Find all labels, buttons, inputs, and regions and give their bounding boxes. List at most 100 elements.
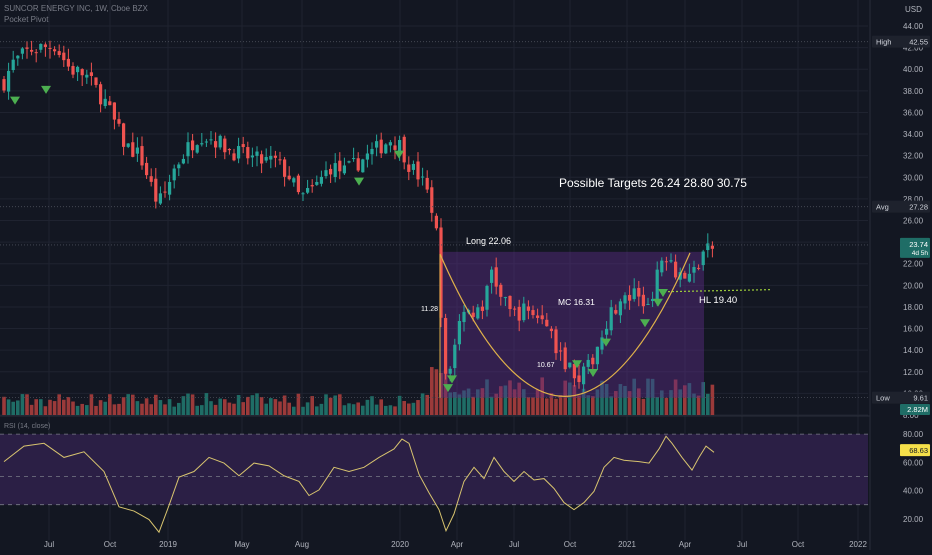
volume-bar	[338, 394, 342, 415]
price-tick: 32.00	[903, 152, 924, 161]
volume-tag-bg	[900, 404, 930, 415]
price-tick: 8.00	[903, 411, 919, 420]
candle-body	[117, 119, 121, 124]
candle-body	[370, 148, 374, 155]
volume-bar	[227, 402, 232, 415]
volume-bar	[52, 401, 57, 415]
volume-bar	[25, 394, 29, 415]
candle-body	[425, 177, 429, 190]
volume-bar	[641, 398, 646, 415]
volume-bar	[683, 385, 687, 415]
pocket-pivot-marker	[588, 368, 598, 377]
volume-bar	[393, 406, 397, 415]
volume-bar	[218, 398, 222, 415]
volume-bar	[246, 396, 250, 415]
candle-body	[62, 52, 66, 61]
volume-bar	[443, 369, 448, 415]
volume-bar	[687, 383, 692, 415]
long-label: Long 22.06	[466, 236, 511, 246]
price-tick: 18.00	[903, 303, 924, 312]
candle-body	[310, 185, 314, 187]
candle-body	[287, 175, 291, 180]
candle-body	[554, 329, 558, 354]
volume-bar	[62, 399, 66, 415]
rsi-tick: 40.00	[903, 487, 924, 496]
candle-body	[292, 178, 296, 183]
candle-body	[393, 145, 397, 150]
candle-body	[471, 312, 475, 317]
time-tick: Oct	[792, 540, 805, 549]
volume-bar	[11, 401, 15, 415]
price-tick: 30.00	[903, 173, 924, 182]
volume-bar	[701, 382, 705, 415]
candle-body	[25, 47, 29, 49]
time-tick: 2019	[159, 540, 177, 549]
volume-bar	[80, 403, 84, 415]
volume-bar	[384, 405, 388, 415]
volume-bar	[158, 400, 163, 415]
price-tick: 12.00	[903, 368, 924, 377]
volume-bar	[480, 388, 485, 415]
indicator-name: Pocket Pivot	[4, 15, 49, 24]
rsi-tick: 20.00	[903, 515, 924, 524]
candle-body	[191, 140, 195, 151]
candle-body	[76, 66, 80, 73]
volume-bar	[48, 399, 52, 415]
rsi-title: RSI (14, close)	[4, 423, 51, 430]
last-price-value: 23.74	[909, 240, 928, 249]
candle-body	[126, 143, 130, 147]
candle-body	[379, 139, 383, 154]
volume-bar	[333, 395, 337, 415]
volume-bar	[140, 403, 144, 415]
candle-body	[582, 366, 586, 385]
volume-bar	[98, 400, 103, 415]
volume-bar	[144, 398, 149, 415]
volume-bar	[347, 403, 351, 415]
candle-body	[7, 70, 11, 92]
volume-bar	[457, 394, 462, 415]
candle-body	[264, 156, 268, 161]
pocket-pivot-marker	[658, 288, 668, 297]
high-tag-value: 42.55	[909, 38, 928, 47]
candle-body	[11, 59, 15, 71]
volume-bar	[434, 369, 439, 415]
candle-body	[53, 49, 57, 52]
candle-body	[517, 306, 521, 321]
volume-bar	[535, 389, 540, 415]
candle-body	[158, 193, 162, 204]
rsi-band	[0, 434, 868, 505]
volume-bar	[568, 382, 572, 415]
volume-bar	[287, 402, 291, 415]
volume-bar	[476, 389, 480, 415]
candle-body	[577, 375, 581, 383]
long-zone-box	[440, 251, 704, 398]
candle-body	[545, 319, 549, 327]
volume-bar	[181, 396, 186, 415]
volume-bar	[39, 399, 43, 415]
high-tag-label: High	[876, 38, 891, 47]
candle-body	[269, 155, 273, 160]
volume-bar	[416, 400, 420, 415]
candle-body	[140, 146, 144, 166]
volume-bar	[112, 404, 117, 415]
candle-body	[609, 307, 613, 331]
candle-body	[296, 175, 300, 193]
low-mark-1128: 11.28	[421, 306, 438, 313]
hl-label: HL 19.40	[699, 295, 737, 306]
volume-bar	[591, 396, 595, 415]
volume-bar	[503, 385, 508, 415]
low-tag-value: 9.61	[913, 394, 928, 403]
volume-bar	[135, 401, 140, 415]
candle-body	[434, 215, 438, 229]
volume-bar	[494, 393, 498, 415]
candle-body	[646, 303, 650, 305]
volume-bar	[531, 397, 535, 415]
candle-body	[154, 178, 158, 202]
volume-bar	[439, 372, 443, 415]
candle-body	[678, 272, 682, 280]
candle-body	[209, 139, 213, 141]
candle-body	[2, 79, 6, 91]
candle-body	[80, 69, 84, 76]
